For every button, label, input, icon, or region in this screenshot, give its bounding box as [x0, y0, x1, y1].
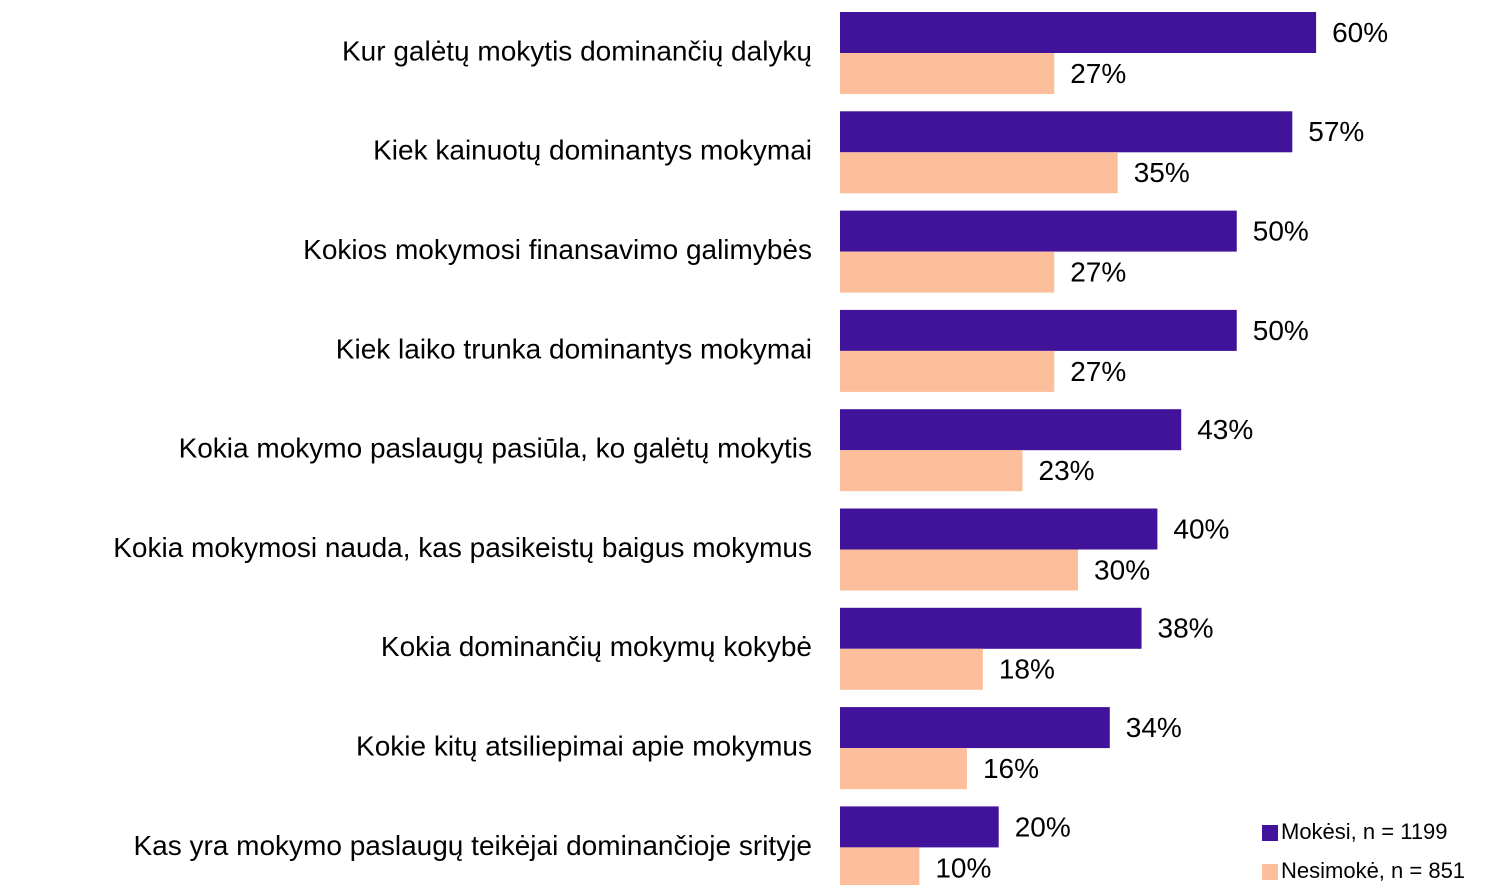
value-label: 38%	[1158, 613, 1214, 644]
category-label: Kur galėtų mokytis dominančių dalykų	[342, 35, 812, 66]
bar	[840, 450, 1023, 492]
bar	[840, 350, 1055, 392]
value-label: 27%	[1070, 256, 1126, 287]
category-label: Kokia dominančių mokymų kokybė	[381, 631, 812, 662]
legend-label: Mokėsi, n = 1199	[1281, 819, 1448, 844]
value-label: 27%	[1070, 58, 1126, 89]
bar	[840, 549, 1079, 591]
bar	[840, 409, 1182, 451]
category-label: Kokia mokymo paslaugų pasiūla, ko galėtų…	[179, 433, 812, 464]
bar	[840, 152, 1118, 194]
legend-label: Nesimokė, n = 851	[1281, 858, 1465, 883]
category-label: Kokie kitų atsiliepimai apie mokymus	[356, 730, 812, 761]
category-label: Kokia mokymosi nauda, kas pasikeistų bai…	[113, 532, 812, 563]
bar	[840, 707, 1110, 749]
legend-swatch	[1262, 825, 1278, 841]
value-label: 23%	[1039, 455, 1095, 486]
value-label: 35%	[1134, 157, 1190, 188]
bar	[840, 806, 999, 848]
value-label: 40%	[1173, 513, 1229, 544]
value-label: 20%	[1015, 811, 1071, 842]
bar	[840, 251, 1055, 293]
value-label: 57%	[1308, 116, 1364, 147]
value-label: 30%	[1094, 554, 1150, 585]
category-label: Kiek kainuotų dominantys mokymai	[373, 135, 812, 166]
bar	[840, 748, 967, 790]
value-label: 60%	[1332, 17, 1388, 48]
value-label: 34%	[1126, 712, 1182, 743]
value-label: 27%	[1070, 356, 1126, 387]
category-label: Kas yra mokymo paslaugų teikėjai dominan…	[133, 830, 812, 861]
bar	[840, 648, 983, 690]
value-label: 10%	[935, 852, 991, 883]
value-label: 50%	[1253, 215, 1309, 246]
bar	[840, 607, 1142, 649]
bar	[840, 53, 1055, 94]
bar	[840, 111, 1293, 153]
bar	[840, 210, 1237, 252]
bar	[840, 12, 1317, 53]
value-label: 16%	[983, 753, 1039, 784]
value-label: 50%	[1253, 315, 1309, 346]
bar	[840, 847, 920, 885]
category-label: Kiek laiko trunka dominantys mokymai	[336, 333, 812, 364]
bar	[840, 508, 1158, 550]
value-label: 43%	[1197, 414, 1253, 445]
category-label: Kokios mokymosi finansavimo galimybės	[303, 234, 812, 265]
bar	[840, 309, 1237, 351]
legend-swatch	[1262, 864, 1278, 880]
value-label: 18%	[999, 654, 1055, 685]
